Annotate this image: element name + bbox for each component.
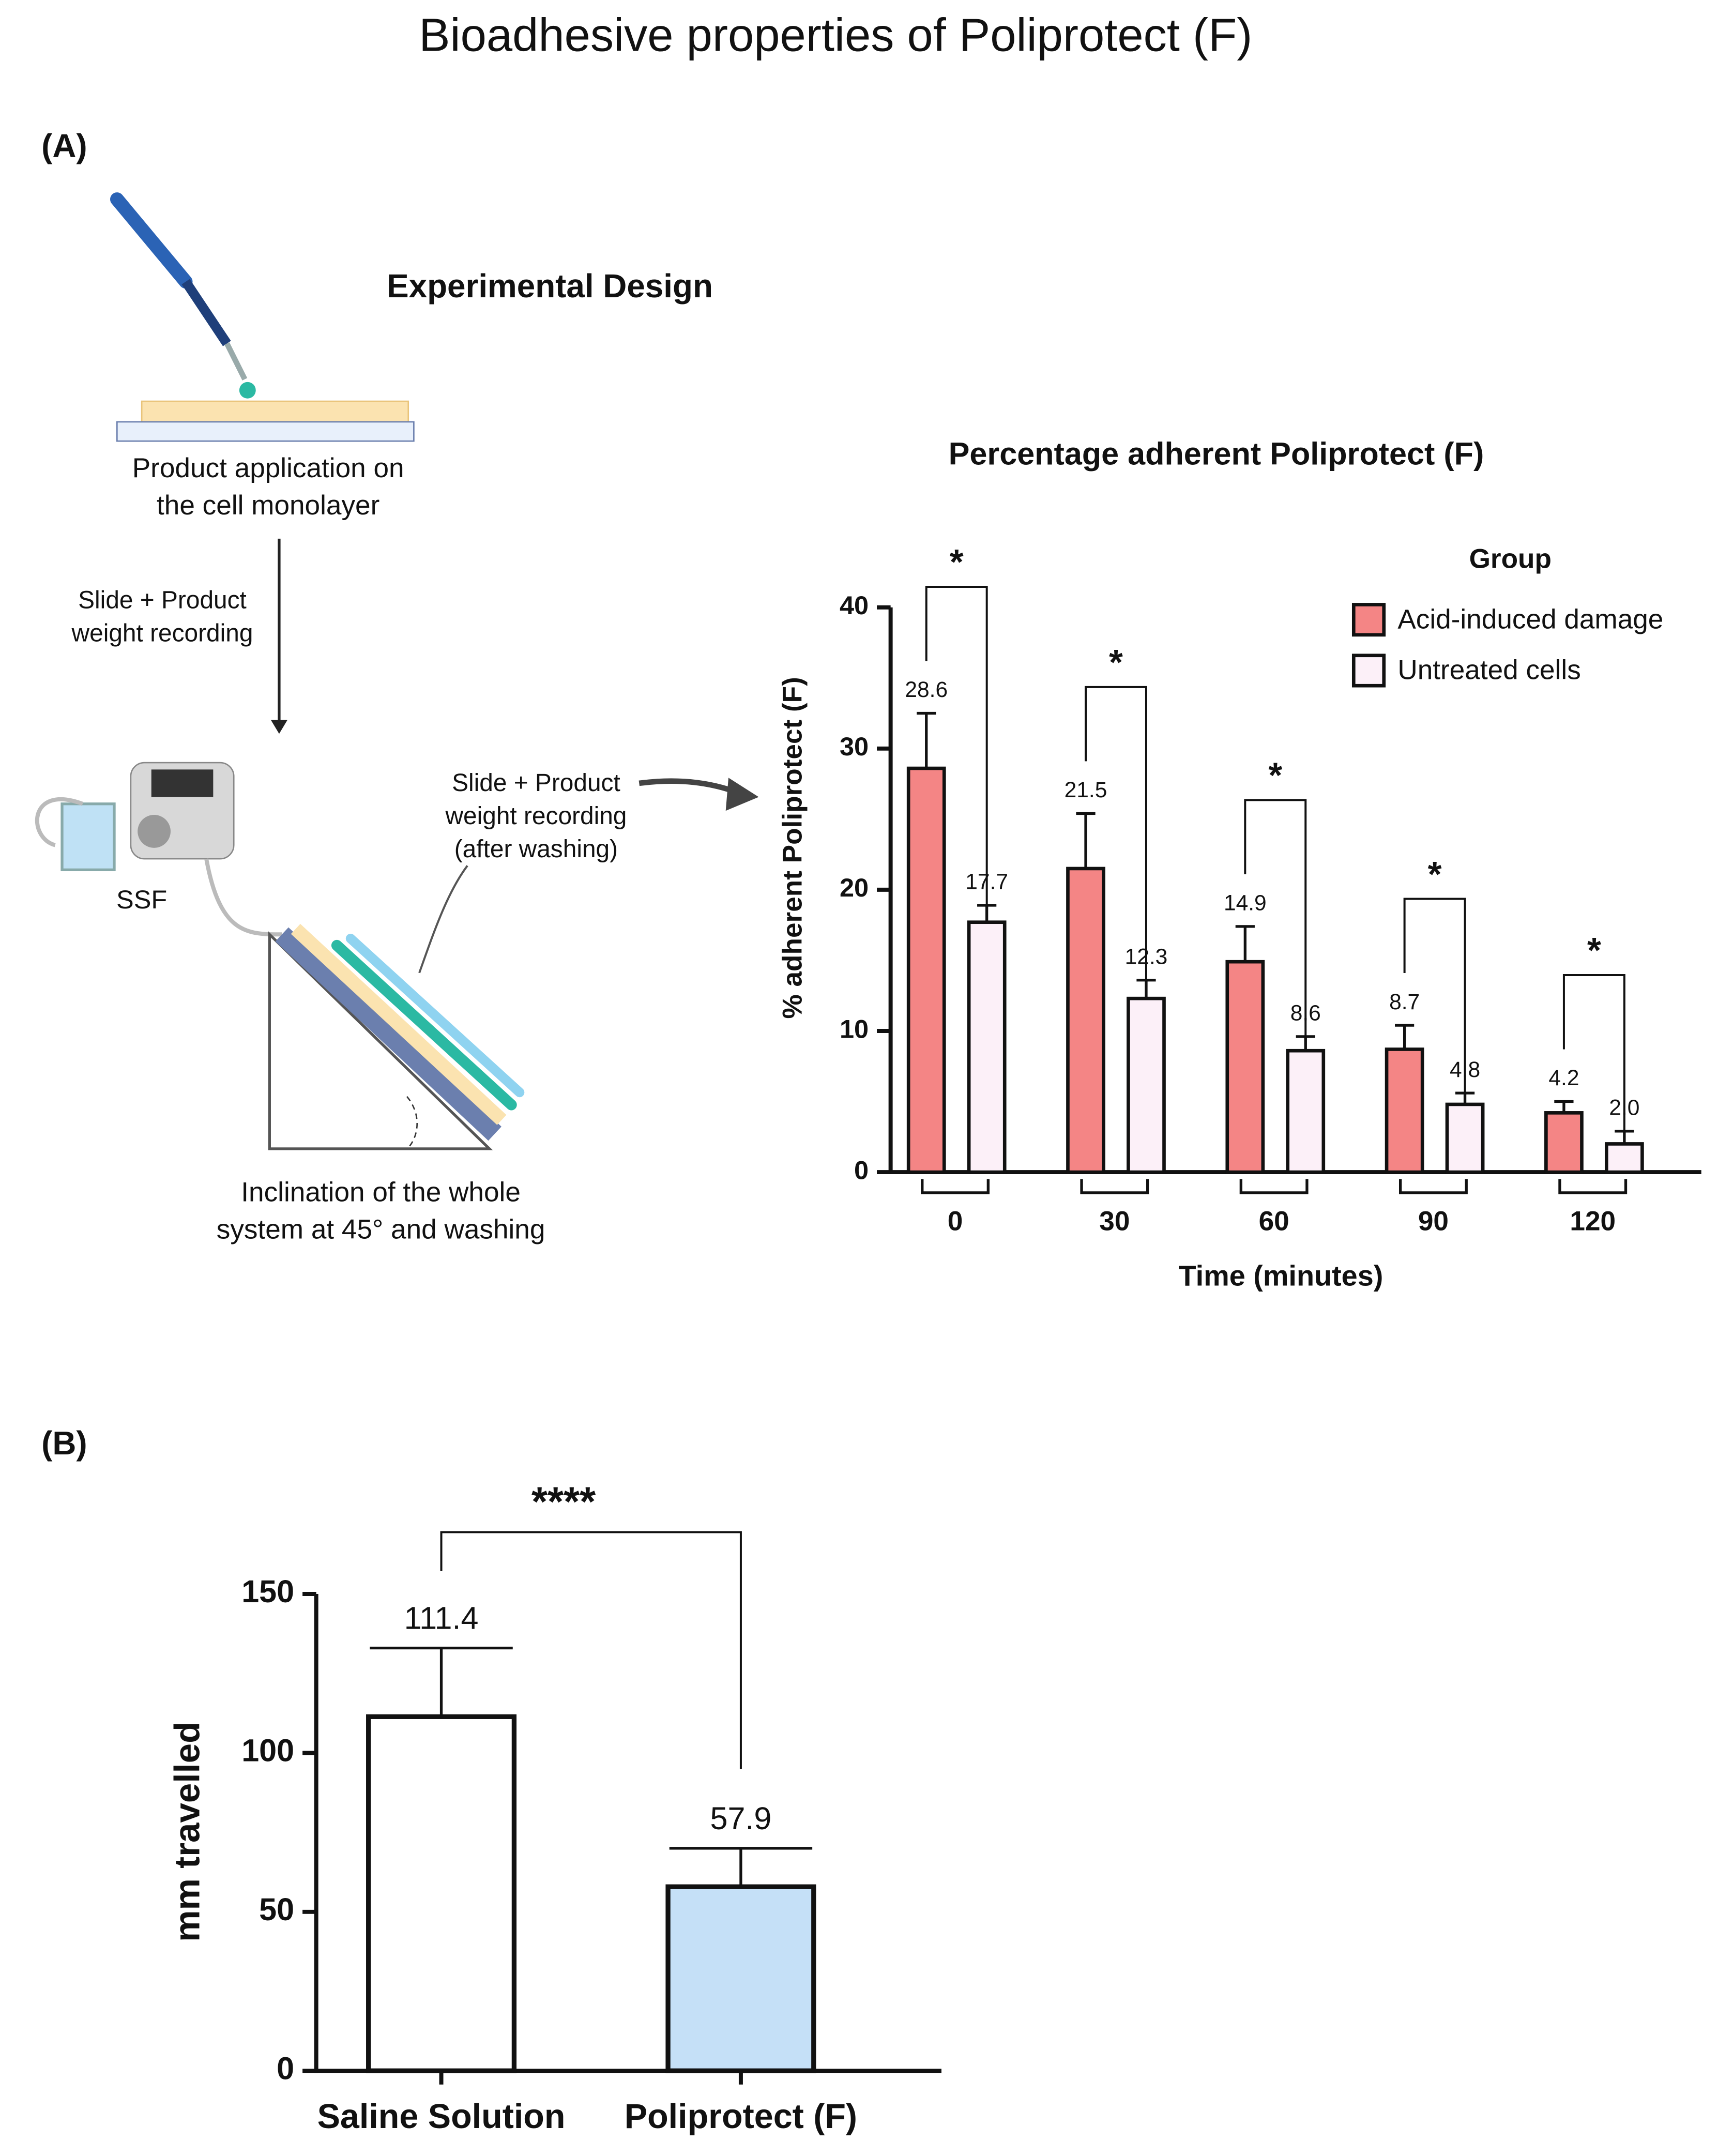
x-tick-label: 60 [1259, 1206, 1289, 1236]
step-text: Inclination of the whole [241, 1177, 521, 1208]
significance-label: * [1428, 854, 1442, 894]
y-tick-label: 150 [241, 1574, 294, 1609]
value-label: 8.7 [1389, 990, 1420, 1014]
step-text: system at 45° and washing [217, 1214, 545, 1244]
x-tick-label: 90 [1418, 1206, 1449, 1236]
significance-label: **** [531, 1478, 596, 1524]
y-tick-label: 100 [241, 1733, 294, 1768]
x-bracket [1239, 1179, 1309, 1194]
legend-label: Acid-induced damage [1397, 604, 1663, 634]
significance-label: * [950, 542, 964, 582]
panel-label: (A) [41, 127, 87, 164]
bar [1225, 960, 1265, 1174]
value-label: 111.4 [404, 1600, 479, 1635]
chart-title: Percentage adherent Poliprotect (F) [949, 436, 1484, 472]
step-text: Slide + Product [78, 587, 247, 614]
bar [906, 766, 946, 1174]
y-tick-label: 30 [840, 732, 869, 761]
y-tick-label: 0 [277, 2051, 294, 2086]
significance-bracket [1244, 799, 1307, 1045]
x-tick-label: 120 [1570, 1206, 1616, 1236]
legend-swatch [1351, 654, 1386, 688]
significance-label: * [1587, 930, 1601, 970]
panel-label: (B) [41, 1424, 87, 1462]
y-tick-label: 50 [259, 1892, 294, 1927]
value-label: 57.9 [710, 1801, 771, 1836]
x-tick-label: 30 [1099, 1206, 1130, 1236]
figure-title: Bioadhesive properties of Poliprotect (F… [419, 9, 1252, 61]
y-tick-label: 20 [840, 873, 869, 902]
step-text: Product application on [132, 453, 404, 483]
x-tick-label: Saline Solution [317, 2098, 566, 2136]
bar [1385, 1047, 1424, 1174]
y-tick-label: 10 [840, 1014, 869, 1043]
y-axis-label: % adherent Poliprotect (F) [778, 677, 808, 1019]
legend-swatch [1351, 603, 1386, 637]
y-tick-label: 0 [854, 1155, 869, 1185]
y-axis-label: mm travelled [166, 1722, 207, 1942]
value-label: 4.2 [1548, 1066, 1579, 1090]
step-text: SSF [116, 885, 167, 914]
significance-bracket [1562, 974, 1625, 1138]
step-text: weight recording [71, 620, 253, 647]
significance-bracket [440, 1531, 742, 1769]
bar [1445, 1102, 1485, 1174]
legend-title: Group [1469, 543, 1552, 574]
step-text: (after washing) [454, 836, 618, 863]
value-label: 28.6 [905, 678, 948, 702]
x-bracket [1080, 1179, 1149, 1194]
diagram [35, 192, 759, 1150]
x-bracket [1398, 1179, 1468, 1194]
bar [1544, 1111, 1584, 1174]
bar [366, 1714, 517, 2073]
bar [1286, 1049, 1326, 1174]
step-text: Slide + Product [452, 769, 620, 797]
bar [665, 1884, 816, 2073]
x-tick-label: 0 [948, 1206, 963, 1236]
bar [967, 920, 1007, 1174]
significance-bracket [925, 586, 988, 917]
x-axis-label: Time (minutes) [1179, 1259, 1383, 1292]
legend-label: Untreated cells [1397, 655, 1580, 686]
y-tick-label: 40 [840, 590, 869, 620]
bar [1604, 1142, 1644, 1174]
bar [1127, 996, 1166, 1174]
step-text: the cell monolayer [157, 490, 379, 521]
significance-bracket [1085, 686, 1147, 993]
value-label: 21.5 [1065, 778, 1107, 802]
x-bracket [1558, 1179, 1628, 1194]
x-bracket [921, 1179, 990, 1194]
value-label: 14.9 [1224, 891, 1267, 916]
step-text: weight recording [445, 802, 627, 830]
significance-label: * [1268, 755, 1282, 795]
bar [1066, 867, 1105, 1174]
significance-label: * [1109, 642, 1123, 682]
x-tick-label: Poliprotect (F) [625, 2098, 857, 2136]
design-title: Experimental Design [387, 267, 713, 305]
significance-bracket [1403, 898, 1466, 1099]
